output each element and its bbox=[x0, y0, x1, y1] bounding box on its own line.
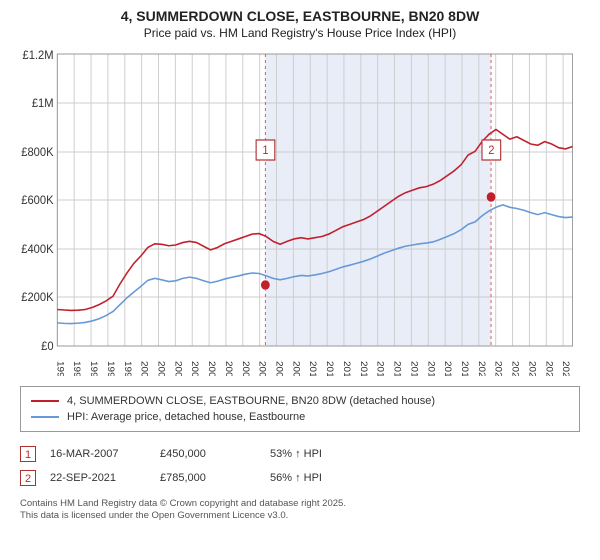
svg-text:2013: 2013 bbox=[358, 361, 369, 376]
svg-text:£400K: £400K bbox=[21, 243, 54, 256]
svg-text:2022: 2022 bbox=[510, 361, 521, 376]
marker-price-2: £785,000 bbox=[160, 472, 270, 484]
marker-1-dot[interactable] bbox=[261, 280, 270, 290]
svg-text:2020: 2020 bbox=[476, 361, 487, 376]
svg-text:1: 1 bbox=[262, 144, 268, 157]
legend-label-1: HPI: Average price, detached house, East… bbox=[67, 411, 305, 423]
marker-2-box[interactable]: 2 bbox=[482, 140, 501, 160]
svg-text:2008: 2008 bbox=[274, 361, 285, 376]
svg-text:1996: 1996 bbox=[71, 361, 82, 376]
price-chart-svg[interactable]: £0 £200K £400K £600K £800K £1M £1.2M 199… bbox=[20, 46, 580, 376]
svg-text:2023: 2023 bbox=[527, 361, 538, 376]
chart-footer: Contains HM Land Registry data © Crown c… bbox=[20, 498, 580, 523]
svg-text:2007: 2007 bbox=[257, 361, 268, 376]
chart-titles: 4, SUMMERDOWN CLOSE, EASTBOURNE, BN20 8D… bbox=[0, 0, 600, 40]
svg-text:2011: 2011 bbox=[324, 361, 335, 376]
svg-text:2017: 2017 bbox=[425, 361, 436, 376]
marker-hpi-1: 53% ↑ HPI bbox=[270, 448, 322, 460]
legend-label-0: 4, SUMMERDOWN CLOSE, EASTBOURNE, BN20 8D… bbox=[67, 395, 435, 407]
footer-line-1: Contains HM Land Registry data © Crown c… bbox=[20, 498, 580, 510]
svg-text:1998: 1998 bbox=[105, 361, 116, 376]
marker-row-2[interactable]: 2 22-SEP-2021 £785,000 56% ↑ HPI bbox=[20, 466, 580, 490]
legend-swatch-hpi bbox=[31, 416, 59, 418]
svg-text:2002: 2002 bbox=[172, 361, 183, 376]
svg-text:2004: 2004 bbox=[206, 361, 217, 376]
markers-table[interactable]: 1 16-MAR-2007 £450,000 53% ↑ HPI 2 22-SE… bbox=[20, 442, 580, 490]
marker-number-1: 1 bbox=[20, 446, 36, 462]
marker-number-2: 2 bbox=[20, 470, 36, 486]
svg-text:2025: 2025 bbox=[560, 361, 571, 376]
chart-title: 4, SUMMERDOWN CLOSE, EASTBOURNE, BN20 8D… bbox=[0, 8, 600, 24]
svg-text:1997: 1997 bbox=[88, 361, 99, 376]
marker-row-1[interactable]: 1 16-MAR-2007 £450,000 53% ↑ HPI bbox=[20, 442, 580, 466]
marker-1-box[interactable]: 1 bbox=[256, 140, 275, 160]
svg-text:£600K: £600K bbox=[21, 194, 54, 207]
marker-2-dot[interactable] bbox=[486, 192, 495, 202]
chart-subtitle: Price paid vs. HM Land Registry's House … bbox=[0, 26, 600, 40]
svg-text:£800K: £800K bbox=[21, 146, 54, 159]
svg-text:1995: 1995 bbox=[54, 361, 65, 376]
marker-price-1: £450,000 bbox=[160, 448, 270, 460]
svg-text:2: 2 bbox=[488, 144, 494, 157]
plot-area[interactable]: £0 £200K £400K £600K £800K £1M £1.2M 199… bbox=[20, 46, 580, 376]
marker-hpi-2: 56% ↑ HPI bbox=[270, 472, 322, 484]
chart-legend[interactable]: 4, SUMMERDOWN CLOSE, EASTBOURNE, BN20 8D… bbox=[20, 386, 580, 432]
svg-text:2000: 2000 bbox=[139, 361, 150, 376]
svg-text:2006: 2006 bbox=[240, 361, 251, 376]
svg-text:£200K: £200K bbox=[21, 291, 54, 304]
svg-text:2009: 2009 bbox=[290, 361, 301, 376]
svg-text:£1M: £1M bbox=[32, 97, 54, 110]
chart-page: 4, SUMMERDOWN CLOSE, EASTBOURNE, BN20 8D… bbox=[0, 0, 600, 560]
svg-text:2016: 2016 bbox=[408, 361, 419, 376]
legend-item-0: 4, SUMMERDOWN CLOSE, EASTBOURNE, BN20 8D… bbox=[31, 393, 569, 409]
legend-swatch-price-paid bbox=[31, 400, 59, 402]
svg-text:£1.2M: £1.2M bbox=[22, 49, 53, 62]
legend-item-1: HPI: Average price, detached house, East… bbox=[31, 409, 569, 425]
svg-text:2019: 2019 bbox=[459, 361, 470, 376]
svg-text:2014: 2014 bbox=[375, 361, 386, 376]
svg-text:2018: 2018 bbox=[442, 361, 453, 376]
svg-text:1999: 1999 bbox=[122, 361, 133, 376]
y-axis-labels: £0 £200K £400K £600K £800K £1M £1.2M bbox=[21, 49, 54, 353]
marker-date-2: 22-SEP-2021 bbox=[50, 472, 160, 484]
footer-line-2: This data is licensed under the Open Gov… bbox=[20, 510, 580, 522]
svg-text:2024: 2024 bbox=[543, 361, 554, 376]
svg-text:2003: 2003 bbox=[189, 361, 200, 376]
svg-text:£0: £0 bbox=[41, 340, 53, 353]
marker-date-1: 16-MAR-2007 bbox=[50, 448, 160, 460]
svg-text:2001: 2001 bbox=[156, 361, 167, 376]
svg-text:2021: 2021 bbox=[493, 361, 504, 376]
svg-text:2012: 2012 bbox=[341, 361, 352, 376]
svg-text:2005: 2005 bbox=[223, 361, 234, 376]
x-axis-labels: 1995 1996 1997 1998 1999 2000 2001 2002 … bbox=[54, 361, 570, 376]
svg-text:2010: 2010 bbox=[307, 361, 318, 376]
svg-text:2015: 2015 bbox=[392, 361, 403, 376]
